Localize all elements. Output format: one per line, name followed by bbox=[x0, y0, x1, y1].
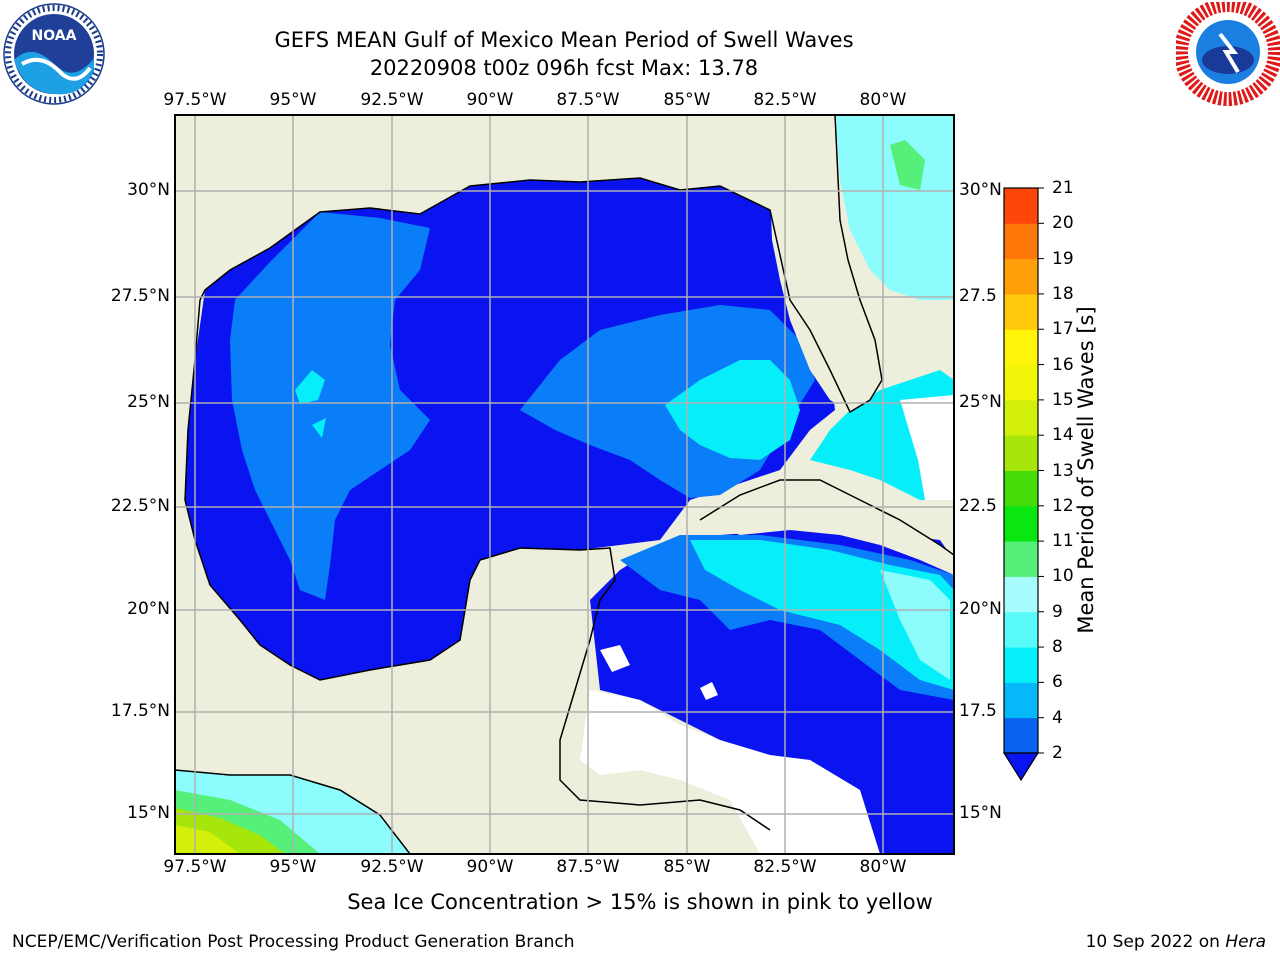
colorbar-band bbox=[1004, 611, 1038, 648]
pacific-yellow bbox=[175, 825, 240, 854]
colorbar-band bbox=[1004, 329, 1038, 366]
colorbar-cells bbox=[1004, 188, 1038, 754]
footer-host: Hera bbox=[1225, 932, 1266, 952]
colorbar-tick-label: 4 bbox=[1052, 707, 1063, 728]
sea-ice-note: Sea Ice Concentration > 15% is shown in … bbox=[347, 890, 933, 914]
white-patch-1 bbox=[580, 690, 880, 854]
cuba-coastline bbox=[699, 479, 954, 556]
cuba-land bbox=[700, 480, 954, 575]
florida-land bbox=[770, 186, 882, 412]
lon-label-bottom: 92.5°W bbox=[360, 857, 424, 877]
lon-label-top: 80°W bbox=[859, 90, 907, 110]
lat-label-left: 15°N bbox=[127, 803, 170, 823]
noaa-logo: NOAA bbox=[3, 3, 105, 105]
lon-label-bottom: 95°W bbox=[269, 857, 317, 877]
colorbar-extend-arrow bbox=[1002, 752, 1040, 782]
colorbar-tick-label: 9 bbox=[1052, 601, 1063, 622]
colorbar-tick-label: 14 bbox=[1052, 425, 1074, 446]
colorbar-band bbox=[1004, 505, 1038, 542]
lat-label-left: 17.5°N bbox=[110, 701, 170, 721]
lat-label-right: 27.5 bbox=[959, 286, 997, 306]
lat-label-right: 25°N bbox=[959, 392, 1002, 412]
colorbar-band bbox=[1004, 399, 1038, 436]
colorbar-tick-label: 20 bbox=[1052, 213, 1074, 234]
colorbar-tick-label: 10 bbox=[1052, 566, 1074, 587]
white-patch-3 bbox=[700, 682, 718, 700]
lat-label-right: 15°N bbox=[959, 803, 1002, 823]
mexico-coastline bbox=[184, 299, 771, 831]
lon-label-bottom: 82.5°W bbox=[753, 857, 817, 877]
nws-logo bbox=[1176, 2, 1280, 106]
lat-label-left: 30°N bbox=[127, 180, 170, 200]
colorbar-band bbox=[1004, 647, 1038, 683]
lon-label-bottom: 87.5°W bbox=[556, 857, 620, 877]
lat-label-right: 20°N bbox=[959, 599, 1002, 619]
colorbar-tick-label: 6 bbox=[1052, 672, 1063, 693]
colorbar-tick-label: 15 bbox=[1052, 389, 1074, 410]
white-patch-2 bbox=[600, 645, 630, 672]
colorbar-tick-label: 21 bbox=[1052, 178, 1074, 198]
lat-label-left: 25°N bbox=[127, 392, 170, 412]
colorbar-tick-label: 17 bbox=[1052, 319, 1074, 340]
colorbar-band bbox=[1004, 435, 1038, 471]
gulf-coastline bbox=[199, 115, 883, 414]
colorbar-tickmarks bbox=[1038, 187, 1044, 754]
colorbar-tick-label: 18 bbox=[1052, 283, 1074, 304]
lon-label-bottom: 85°W bbox=[663, 857, 711, 877]
colorbar-band bbox=[1004, 293, 1038, 330]
chart-title: GEFS MEAN Gulf of Mexico Mean Period of … bbox=[274, 28, 854, 52]
footer-date: 10 Sep 2022 on Hera bbox=[1086, 932, 1266, 952]
lon-label-top: 85°W bbox=[663, 90, 711, 110]
lon-label-bottom: 97.5°W bbox=[163, 857, 227, 877]
colorbar-band bbox=[1004, 223, 1038, 260]
lon-label-top: 92.5°W bbox=[360, 90, 424, 110]
lon-label-top: 90°W bbox=[466, 90, 514, 110]
colorbar-tick-label: 2 bbox=[1052, 743, 1063, 763]
map-frame bbox=[174, 114, 955, 855]
colorbar-tick-label: 13 bbox=[1052, 460, 1074, 481]
chart-subtitle: 20220908 t00z 096h fcst Max: 13.78 bbox=[369, 56, 759, 80]
footer-date-text: 10 Sep 2022 on bbox=[1085, 932, 1226, 952]
lat-label-right: 30°N bbox=[959, 180, 1002, 200]
lon-label-bottom: 90°W bbox=[466, 857, 514, 877]
colorbar-tick-label: 11 bbox=[1052, 531, 1074, 552]
gulf-west-light bbox=[230, 212, 430, 600]
colorbar-tick-label: 19 bbox=[1052, 248, 1074, 269]
atlantic-green bbox=[890, 140, 925, 190]
lat-label-left: 22.5°N bbox=[110, 496, 170, 516]
colorbar-tick-label: 16 bbox=[1052, 354, 1074, 375]
colorbar-band bbox=[1004, 364, 1038, 401]
colorbar-band bbox=[1004, 576, 1038, 613]
footer-credit: NCEP/EMC/Verification Post Processing Pr… bbox=[12, 932, 575, 952]
lat-label-left: 20°N bbox=[127, 599, 170, 619]
lon-label-bottom: 80°W bbox=[859, 857, 907, 877]
gulf-cyan-patch bbox=[665, 360, 800, 460]
west-cyan-small bbox=[295, 370, 325, 404]
colorbar bbox=[1002, 187, 1044, 782]
colorbar-band bbox=[1004, 717, 1038, 754]
colorbar-band bbox=[1004, 258, 1038, 295]
lon-label-top: 82.5°W bbox=[753, 90, 817, 110]
lat-label-right: 17.5 bbox=[959, 701, 997, 721]
svg-text:NOAA: NOAA bbox=[32, 28, 77, 44]
colorbar-label: Mean Period of Swell Waves [s] bbox=[1074, 306, 1098, 634]
lat-label-left: 27.5°N bbox=[110, 286, 170, 306]
lon-label-top: 87.5°W bbox=[556, 90, 620, 110]
west-cyan-small2 bbox=[312, 418, 326, 438]
straits-white bbox=[900, 395, 954, 500]
lat-label-right: 22.5 bbox=[959, 496, 997, 516]
colorbar-tick-label: 12 bbox=[1052, 495, 1074, 516]
pacific-coastline bbox=[175, 769, 411, 854]
lon-label-top: 95°W bbox=[269, 90, 317, 110]
lon-label-top: 97.5°W bbox=[163, 90, 227, 110]
caribbean-lightcyan bbox=[880, 570, 950, 680]
colorbar-band bbox=[1004, 188, 1038, 224]
colorbar-band bbox=[1004, 682, 1038, 719]
colorbar-tick-label: 8 bbox=[1052, 637, 1063, 658]
colorbar-band bbox=[1004, 470, 1038, 507]
map-graticule bbox=[175, 115, 954, 854]
colorbar-band bbox=[1004, 541, 1038, 577]
